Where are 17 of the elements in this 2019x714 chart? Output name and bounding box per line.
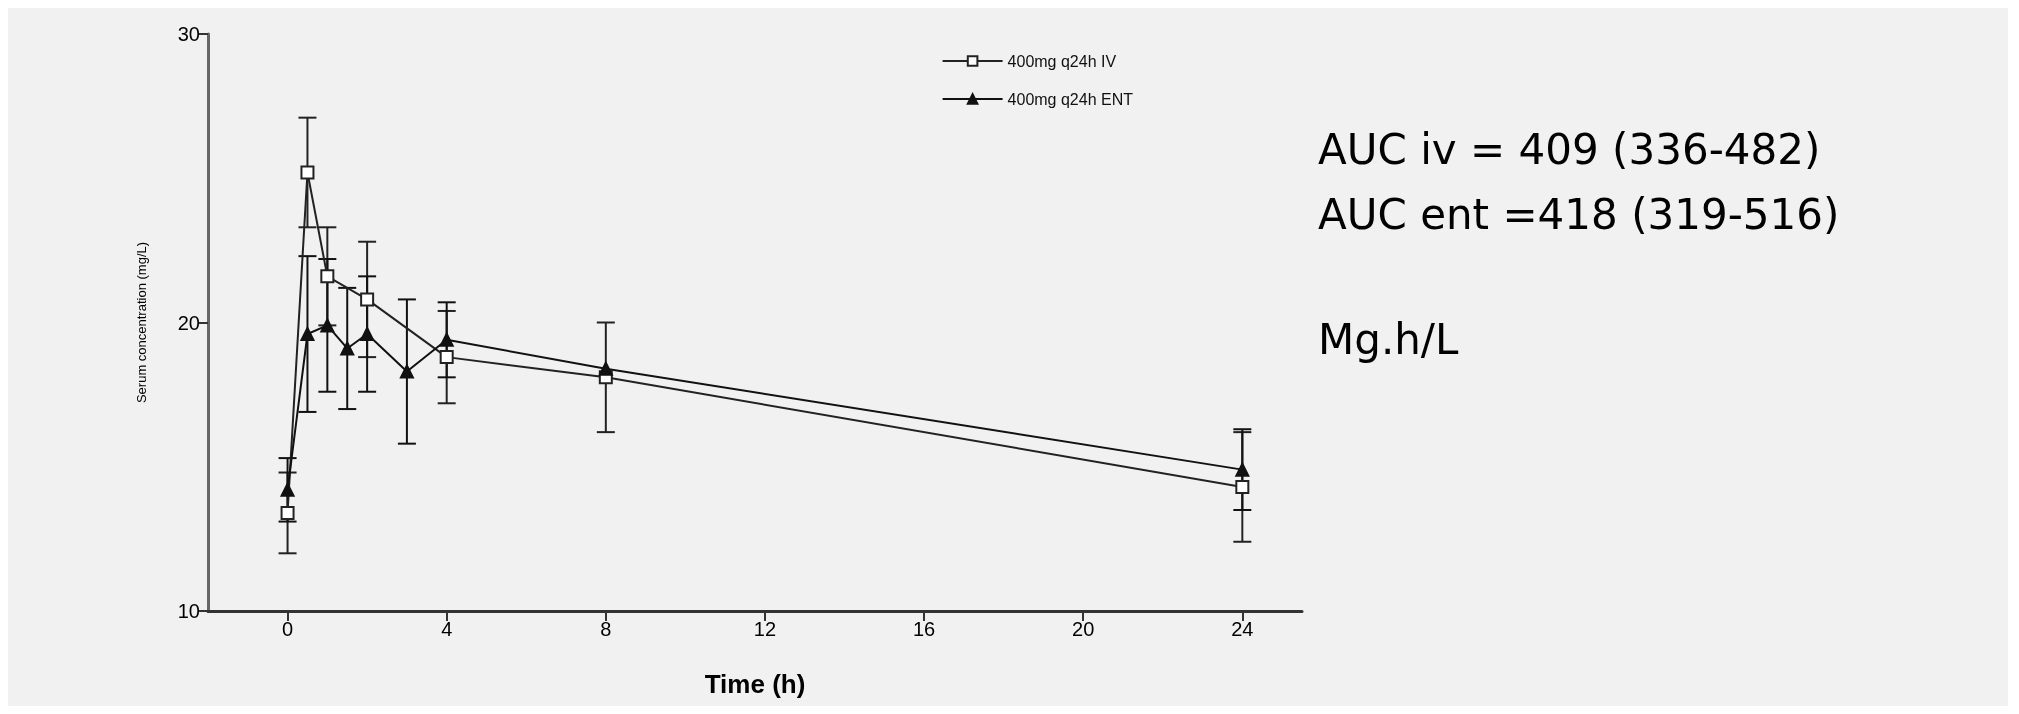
x-tick-label: 12	[753, 618, 777, 640]
text: Mg.h/L	[1318, 314, 1460, 364]
x-tick-label: 4	[441, 618, 453, 640]
y-tick-label: 20	[177, 311, 200, 334]
legend-label: 400mg q24h IV	[1007, 52, 1117, 70]
y-tick-label: 10	[177, 600, 200, 622]
text: AUC iv = 409 (336-482)	[1318, 124, 1821, 174]
x-tick-label: 20	[1072, 618, 1095, 640]
x-axis-title: Time (h)	[704, 669, 806, 699]
x-tick-label: 0	[282, 618, 294, 640]
x-tick-label: 24	[1231, 618, 1254, 640]
y-axis-title: Serum concentration (mg/L)	[134, 241, 149, 404]
y-tick-label: 30	[177, 23, 200, 45]
x-tick-label: 16	[912, 618, 936, 640]
text: AUC ent =418 (319-516)	[1318, 189, 1840, 239]
legend-label: 400mg q24h ENT	[1007, 90, 1134, 108]
x-tick-label: 8	[600, 618, 612, 640]
